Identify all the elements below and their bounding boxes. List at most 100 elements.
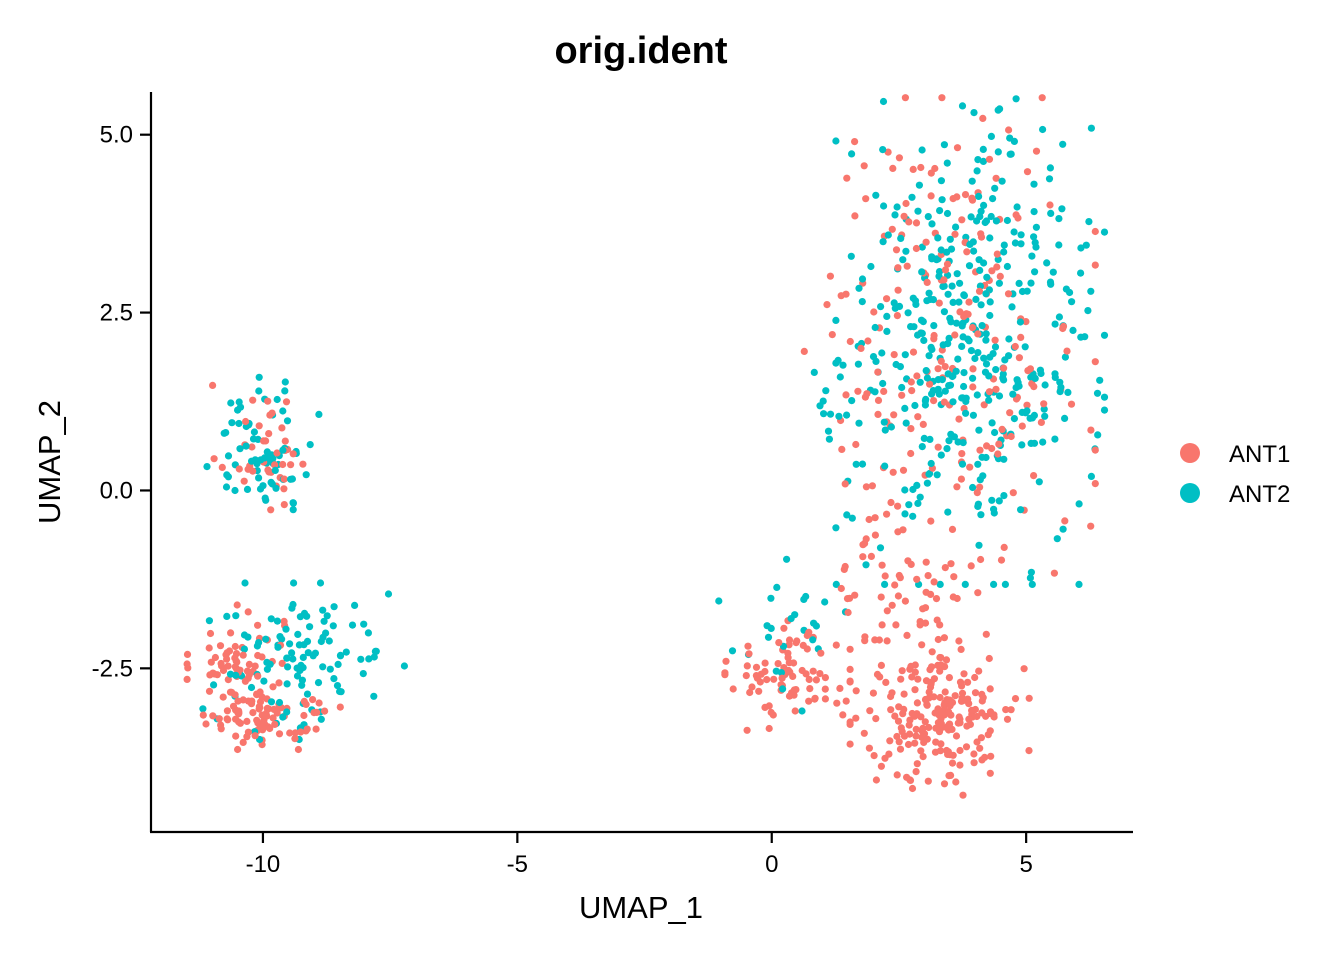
data-point-ant1 — [936, 693, 944, 702]
data-point-ant2 — [953, 270, 961, 278]
data-point-ant1 — [805, 675, 813, 684]
data-point-ant1 — [902, 199, 910, 208]
data-point-ant2 — [1069, 326, 1077, 334]
data-point-ant2 — [348, 621, 357, 629]
data-point-ant1 — [926, 380, 934, 388]
data-point-ant1 — [207, 658, 215, 666]
data-point-ant1 — [944, 723, 952, 731]
data-point-ant2 — [975, 541, 983, 549]
data-point-ant2 — [937, 451, 945, 459]
data-point-ant1 — [914, 413, 922, 421]
data-point-ant1 — [809, 667, 817, 675]
data-point-ant2 — [1096, 376, 1104, 384]
data-point-ant2 — [914, 499, 922, 507]
data-point-ant1 — [931, 164, 939, 173]
data-point-ant2 — [728, 647, 737, 655]
data-point-ant2 — [248, 457, 256, 465]
data-point-ant1 — [890, 411, 898, 419]
data-point-ant1 — [875, 636, 884, 644]
data-point-ant2 — [880, 418, 888, 426]
data-point-ant1 — [798, 666, 806, 675]
data-point-ant1 — [743, 726, 751, 734]
data-point-ant1 — [722, 657, 730, 665]
data-point-ant2 — [289, 506, 297, 514]
data-point-ant2 — [938, 376, 946, 384]
data-point-ant2 — [1061, 414, 1069, 422]
data-point-ant1 — [908, 387, 916, 395]
data-point-ant2 — [925, 289, 933, 297]
data-point-ant2 — [987, 132, 996, 140]
data-point-ant1 — [868, 482, 877, 490]
data-point-ant1 — [918, 641, 926, 649]
data-point-ant2 — [1018, 287, 1027, 296]
data-point-ant1 — [219, 693, 227, 701]
data-point-ant1 — [763, 676, 771, 684]
y-tick-label: 2.5 — [100, 300, 133, 327]
data-point-ant1 — [916, 621, 924, 629]
data-point-ant2 — [1040, 405, 1048, 413]
data-point-ant2 — [905, 501, 913, 509]
data-point-ant1 — [247, 700, 256, 708]
data-point-ant1 — [951, 230, 959, 238]
data-point-ant1 — [872, 715, 880, 723]
data-point-ant1 — [907, 449, 915, 458]
data-point-ant2 — [223, 471, 231, 479]
data-point-ant1 — [973, 738, 981, 746]
data-point-ant2 — [978, 453, 986, 461]
data-point-ant1 — [205, 687, 214, 695]
data-point-ant1 — [965, 715, 973, 723]
data-point-ant2 — [255, 387, 263, 395]
data-point-ant1 — [239, 738, 247, 747]
data-point-ant1 — [883, 510, 891, 518]
data-point-ant2 — [975, 426, 983, 434]
legend-label-ant2: ANT2 — [1229, 481, 1290, 508]
data-point-ant2 — [1000, 376, 1008, 384]
data-point-ant2 — [918, 146, 926, 154]
data-point-ant1 — [890, 351, 898, 359]
data-point-ant1 — [218, 463, 226, 471]
data-point-ant1 — [838, 445, 846, 453]
data-point-ant2 — [1051, 435, 1059, 443]
data-point-ant1 — [872, 776, 881, 784]
data-point-ant1 — [209, 712, 217, 720]
data-point-ant1 — [219, 666, 228, 675]
data-point-ant1 — [973, 489, 981, 497]
data-point-ant2 — [946, 235, 954, 243]
data-point-ant1 — [805, 628, 813, 636]
data-point-ant1 — [183, 650, 192, 659]
data-point-ant1 — [970, 750, 978, 758]
data-point-ant1 — [860, 729, 868, 737]
data-point-ant1 — [842, 391, 850, 399]
data-point-ant1 — [213, 671, 221, 679]
data-point-ant1 — [791, 707, 799, 715]
data-point-ant1 — [233, 658, 241, 666]
data-point-ant1 — [925, 723, 933, 732]
data-point-ant1 — [205, 644, 213, 652]
data-point-ant2 — [959, 439, 967, 447]
data-point-ant1 — [950, 573, 958, 581]
data-point-ant2 — [940, 141, 949, 149]
data-point-ant2 — [261, 494, 269, 502]
data-point-ant2 — [279, 713, 287, 721]
data-point-ant1 — [821, 695, 830, 703]
data-point-ant1 — [889, 164, 897, 172]
data-point-ant1 — [946, 702, 954, 710]
data-point-ant2 — [282, 625, 290, 633]
data-point-ant1 — [248, 443, 256, 451]
data-point-ant2 — [315, 410, 323, 418]
data-point-ant1 — [249, 709, 257, 717]
data-point-ant2 — [255, 373, 263, 381]
data-point-ant2 — [333, 682, 342, 690]
data-point-ant1 — [266, 724, 274, 733]
data-point-ant1 — [940, 780, 949, 788]
data-point-ant1 — [867, 552, 876, 561]
data-point-ant1 — [817, 649, 825, 657]
data-point-ant1 — [775, 639, 783, 647]
data-point-ant1 — [281, 437, 289, 445]
data-point-ant2 — [1013, 203, 1021, 211]
data-point-ant2 — [989, 195, 997, 203]
data-point-ant2 — [988, 419, 996, 427]
data-point-ant1 — [912, 725, 920, 734]
data-point-ant2 — [986, 311, 994, 320]
data-point-ant1 — [1025, 694, 1033, 702]
